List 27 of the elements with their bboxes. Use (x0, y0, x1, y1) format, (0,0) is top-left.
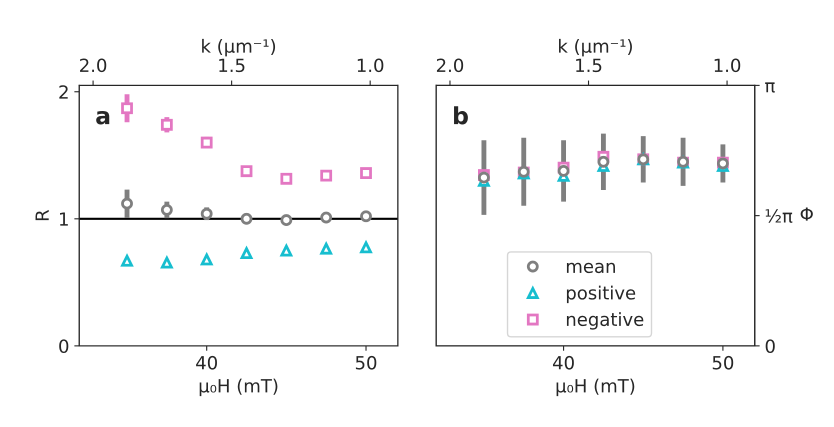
y-tick-label: 2 (59, 85, 68, 99)
x-tick-label: 40 (196, 356, 217, 370)
x-tick-label: 50 (712, 356, 734, 370)
x-tick-label: 40 (552, 356, 574, 370)
y2-tick-label: ½π (766, 209, 792, 223)
x2-axis-title: k (μm⁻¹) (559, 38, 632, 56)
legend-label: negative (566, 312, 644, 330)
y-tick-label: 0 (59, 339, 68, 353)
x2-tick-label: 1.5 (219, 58, 244, 72)
x2-tick-label: 1.0 (358, 58, 384, 72)
x2-tick-label: 1.0 (714, 58, 740, 72)
y2-tick-label: π (765, 82, 775, 93)
annotation: b (454, 106, 468, 125)
legend-label: positive (566, 286, 636, 304)
x-axis-title: μ₀H (mT) (200, 378, 278, 396)
x2-tick-label: 1.5 (576, 58, 602, 72)
y2-tick-label: 0 (766, 339, 775, 353)
x-axis-title: μ₀H (mT) (556, 378, 634, 396)
y-tick-label: 1 (60, 212, 68, 226)
legend-label: mean (566, 262, 615, 274)
annotation: a (96, 110, 110, 125)
x2-axis-title: k (μm⁻¹) (202, 38, 276, 56)
x2-tick-label: 2.0 (80, 58, 106, 72)
x-tick-label: 50 (356, 356, 376, 370)
y-axis-title: R (36, 210, 49, 220)
y2-axis-title: Φ (800, 207, 813, 221)
x2-tick-label: 2.0 (436, 58, 464, 72)
